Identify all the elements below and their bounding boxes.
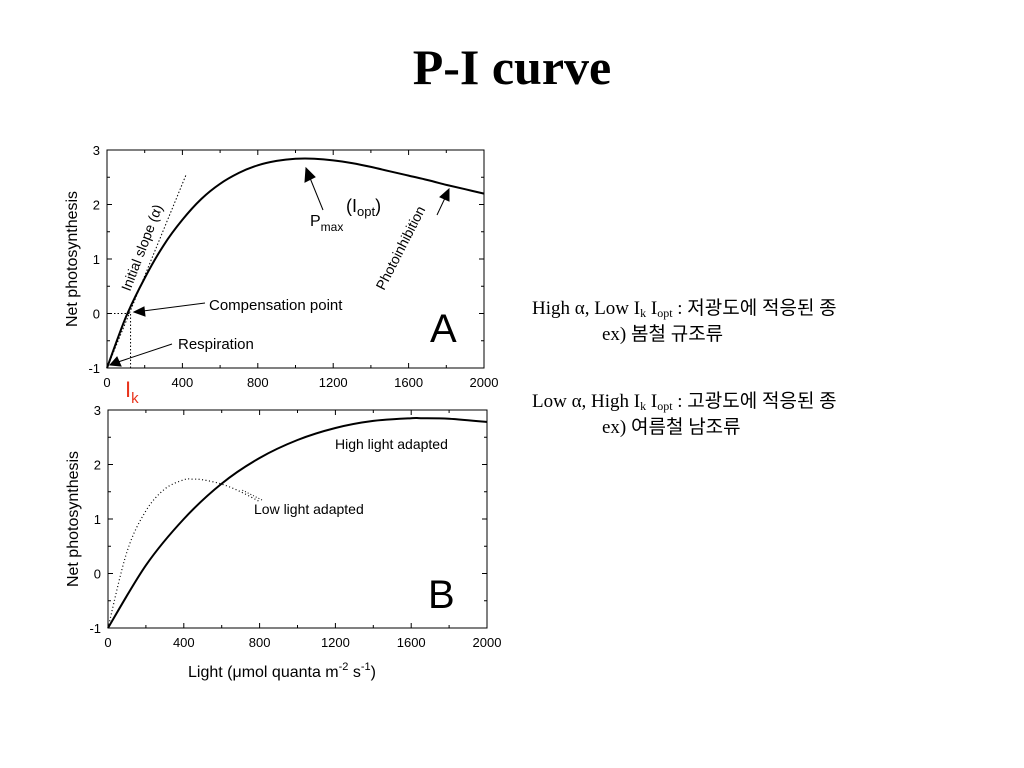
- iopt-close: ): [375, 196, 381, 216]
- iopt-label: (Iopt): [346, 196, 381, 219]
- y-tick-label-b: 3: [94, 403, 101, 418]
- x-axis-label-end: ): [371, 664, 376, 681]
- note-text: : 저광도에 적응된 종: [672, 298, 837, 319]
- respiration-arrowhead: [108, 356, 122, 367]
- panel-label-a: A: [430, 307, 457, 351]
- note-text: High α, Low I: [532, 298, 641, 319]
- y-tick-label-a: 2: [93, 198, 100, 213]
- x-axis-label-text: Light (μmol quanta m: [188, 664, 339, 681]
- y-tick-label-a: 0: [93, 307, 100, 322]
- photoinhibition-arrow: [436, 197, 446, 216]
- panel-label-b: B: [428, 573, 455, 617]
- note-subscript: opt: [657, 306, 673, 320]
- x-tick-label-b: 0: [104, 635, 111, 650]
- respiration-label: Respiration: [178, 336, 254, 353]
- note-high-alpha-example: ex) 봄철 규조류: [602, 323, 724, 345]
- series-line-b-0: [107, 416, 488, 629]
- low-light-adapted-label: Low light adapted: [254, 501, 364, 517]
- x-tick-label-b: 2000: [473, 635, 502, 650]
- note-text: I: [646, 298, 658, 319]
- x-tick-label-a: 1600: [394, 375, 423, 390]
- x-tick-label-b: 1600: [397, 635, 426, 650]
- ik-label: Ik: [125, 377, 139, 407]
- y-tick-label-b: 2: [94, 458, 101, 473]
- note-subscript: k: [640, 306, 647, 320]
- panel-a-arrows: [108, 166, 450, 367]
- series-line-b-1: [107, 478, 260, 629]
- x-axis-label-sup1: -2: [339, 661, 349, 673]
- pmax-text: P: [310, 213, 321, 230]
- note-subscript: opt: [657, 399, 673, 413]
- x-tick-label-a: 0: [103, 375, 110, 390]
- initial-slope-label: Initial slope (α): [118, 202, 166, 293]
- y-tick-label-a: 1: [93, 252, 100, 267]
- note-text: : 고광도에 적응된 종: [672, 391, 837, 412]
- y-axis-label-b: Net photosynthesis: [65, 451, 82, 587]
- y-tick-label-b: 0: [94, 567, 101, 582]
- x-tick-label-b: 800: [249, 635, 271, 650]
- note-subscript: k: [640, 399, 647, 413]
- note-text: I: [646, 391, 658, 412]
- reference-line-initial-slope: [106, 174, 187, 369]
- note-low-alpha-example: ex) 여름철 남조류: [602, 416, 741, 438]
- note-high-alpha: High α, Low Ik Iopt : 저광도에 적응된 종 ex) 봄철 …: [532, 296, 837, 347]
- x-tick-label-b: 1200: [321, 635, 350, 650]
- y-tick-label-a: -1: [88, 361, 100, 376]
- y-axis-label-a: Net photosynthesis: [64, 191, 81, 327]
- x-axis-label-mid: s: [348, 664, 360, 681]
- series-line-a-0: [106, 157, 485, 369]
- y-tick-label-b: 1: [94, 512, 101, 527]
- x-tick-label-a: 800: [247, 375, 269, 390]
- note-high-alpha-line1: High α, Low Ik Iopt : 저광도에 적응된 종: [532, 296, 837, 322]
- iopt-subscript: opt: [357, 204, 375, 219]
- y-tick-label-a: 3: [93, 143, 100, 158]
- respiration-arrow: [117, 343, 173, 363]
- compensation-point-label: Compensation point: [209, 297, 343, 314]
- note-text: Low α, High I: [532, 391, 641, 412]
- x-axis-label-sup2: -1: [361, 661, 371, 673]
- pmax-arrow: [309, 177, 324, 211]
- x-tick-label-a: 400: [172, 375, 194, 390]
- x-tick-label-b: 400: [173, 635, 195, 650]
- slide-title: P-I curve: [412, 39, 612, 95]
- compensation-arrow: [142, 302, 206, 312]
- note-low-alpha-line1: Low α, High Ik Iopt : 고광도에 적응된 종: [532, 389, 837, 415]
- pmax-arrowhead: [304, 166, 316, 183]
- panel-a-annotations: Initial slope (α) Pmax (Iopt) Photoinhib…: [108, 166, 450, 407]
- compensation-arrowhead: [132, 306, 146, 317]
- ik-subscript: k: [131, 390, 139, 407]
- ik-text: I: [125, 377, 131, 402]
- photoinhibition-label: Photoinhibition: [372, 203, 428, 292]
- panel-b-annotations: High light adapted Low light adapted Lig…: [188, 436, 448, 681]
- y-tick-label-b: -1: [89, 621, 101, 636]
- pmax-label: Pmax: [310, 213, 343, 234]
- high-light-adapted-label: High light adapted: [335, 436, 448, 452]
- note-low-alpha: Low α, High Ik Iopt : 고광도에 적응된 종 ex) 여름철…: [532, 389, 837, 440]
- low-light-leader-line: [241, 489, 263, 501]
- pmax-subscript: max: [321, 220, 344, 234]
- x-tick-label-a: 2000: [470, 375, 499, 390]
- plot-frame-a: [106, 149, 485, 369]
- x-tick-label-a: 1200: [319, 375, 348, 390]
- photoinhibition-arrowhead: [439, 187, 450, 202]
- x-axis-label: Light (μmol quanta m-2 s-1): [188, 661, 376, 681]
- iopt-text: (I: [346, 196, 357, 216]
